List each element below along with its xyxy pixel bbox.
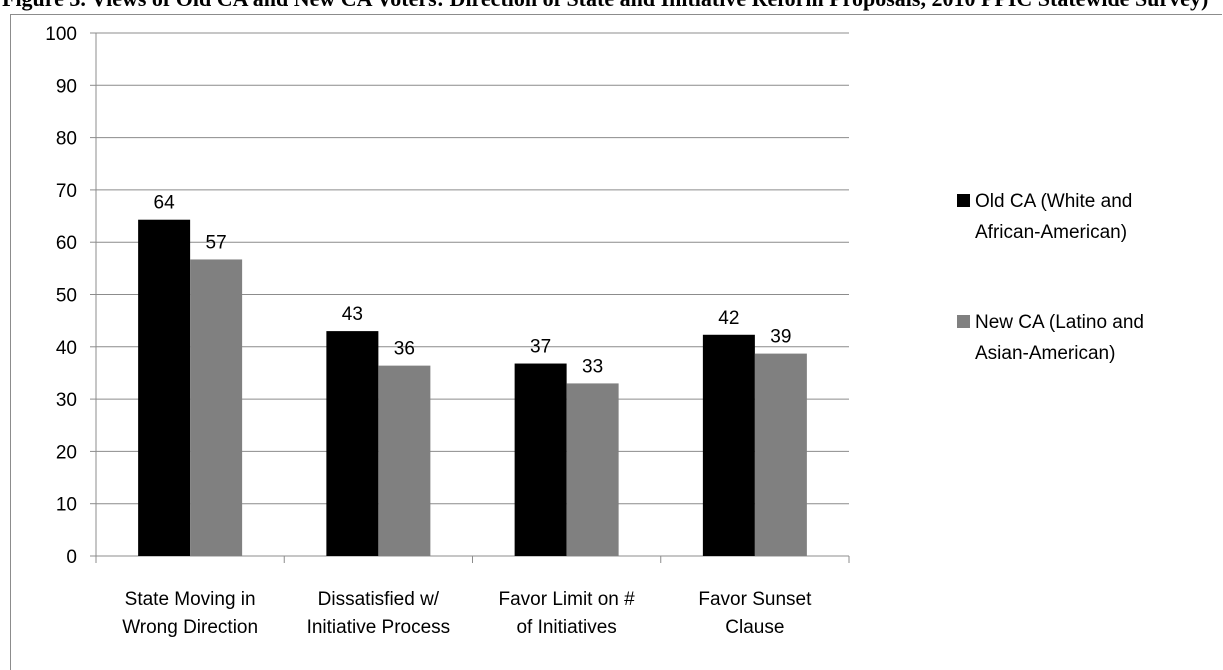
data-label: 36 — [394, 339, 415, 360]
data-label: 57 — [206, 232, 227, 253]
y-tick-label: 70 — [56, 181, 77, 202]
x-category-label: Clause — [725, 617, 784, 638]
data-label: 43 — [342, 304, 363, 325]
x-category-label: Initiative Process — [307, 617, 451, 638]
x-category-label: of Initiatives — [516, 617, 616, 638]
y-tick-label: 40 — [56, 338, 77, 359]
bar — [190, 259, 243, 556]
bar — [754, 353, 807, 556]
legend-swatch — [957, 194, 970, 207]
bar — [378, 365, 431, 556]
legend-label: Old CA (White and — [975, 191, 1132, 212]
bar — [566, 383, 619, 556]
y-tick-label: 90 — [56, 76, 77, 97]
y-tick-label: 60 — [56, 233, 77, 254]
data-label: 39 — [770, 327, 791, 348]
x-category-label: Favor Limit on # — [499, 589, 636, 610]
data-label: 37 — [530, 337, 551, 358]
data-label: 64 — [154, 193, 176, 214]
x-category-label: Wrong Direction — [122, 617, 258, 638]
y-tick-label: 100 — [45, 24, 77, 45]
bar — [514, 363, 567, 556]
y-tick-label: 20 — [56, 442, 77, 463]
bar — [138, 219, 191, 556]
bar — [326, 331, 379, 556]
figure-caption: Figure 3. Views of Old CA and New CA Vot… — [2, 0, 1208, 12]
legend-label: New CA (Latino and — [975, 312, 1144, 333]
x-category-label: Favor Sunset — [698, 589, 812, 610]
x-category-label: State Moving in — [125, 589, 256, 610]
legend-swatch — [957, 315, 970, 328]
y-tick-label: 80 — [56, 129, 77, 150]
y-tick-label: 50 — [56, 286, 77, 307]
bar — [702, 334, 755, 556]
y-tick-label: 30 — [56, 390, 77, 411]
x-category-label: Dissatisfied w/ — [318, 589, 440, 610]
legend-label: Asian-American) — [975, 343, 1115, 364]
chart-border — [10, 14, 1222, 670]
legend-label: African-American) — [975, 222, 1127, 243]
data-label: 33 — [582, 356, 603, 377]
y-tick-label: 0 — [66, 547, 77, 568]
y-tick-label: 10 — [56, 495, 77, 516]
data-label: 42 — [718, 308, 739, 329]
